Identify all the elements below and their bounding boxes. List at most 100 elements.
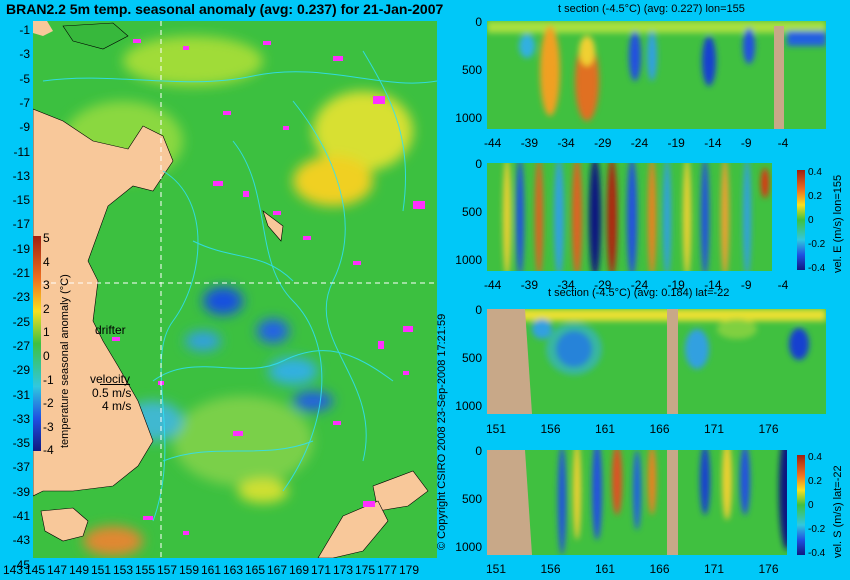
map-lat-tick: -29 (12, 363, 30, 378)
vel-colorbar-tick: 0.2 (808, 191, 822, 202)
map-lon-tick: 161 (201, 563, 222, 577)
depth-tick: 0 (475, 303, 482, 317)
map-lat-tick: -7 (19, 95, 30, 110)
section-lat-tick: -9 (740, 136, 752, 150)
map-lat-tick: -23 (12, 290, 30, 305)
map-lon-tick: 147 (47, 563, 68, 577)
map-heatmap (33, 21, 437, 558)
colorbar-tick: -3 (43, 419, 54, 434)
section-lat-tick: -24 (630, 278, 649, 292)
section-lon-tick: 156 (540, 562, 561, 576)
depth-tick: 500 (461, 351, 482, 365)
map-lon-tick: 173 (333, 563, 354, 577)
panel2-colorbar (797, 170, 805, 270)
vel-colorbar-tick: -0.4 (808, 548, 826, 559)
panel1-heatmap (487, 21, 826, 129)
map-lon-tick: 167 (267, 563, 288, 577)
vel-colorbar-tick: -0.2 (808, 524, 826, 535)
section-lat-tick: -34 (557, 278, 575, 292)
velocity-dir: 4 m/s (102, 399, 132, 413)
colorbar-tick: 1 (43, 325, 50, 340)
colorbar-tick: 0 (43, 349, 50, 363)
vel-colorbar-tick: 0.4 (808, 167, 822, 178)
depth-tick: 1000 (455, 111, 482, 125)
map-lon-tick: 179 (399, 563, 420, 577)
map-lon-tick: 169 (289, 563, 310, 577)
map-colorbar (33, 236, 41, 451)
section-lon-tick: 166 (649, 562, 670, 576)
section-lat-tick: -9 (740, 278, 752, 292)
map-lat-tick: -11 (13, 144, 30, 159)
section-lat-tick: -14 (704, 278, 722, 292)
contours (42, 50, 437, 522)
section-lat-tick: -39 (520, 136, 539, 150)
map-lat-tick: -39 (12, 484, 30, 499)
map-lon-tick: 163 (223, 563, 244, 577)
section-lat-tick: -44 (484, 278, 502, 292)
map-lon-tick: 153 (113, 563, 134, 577)
panel4-label: vel. S (m/s) lat=-22 (832, 465, 844, 558)
drifter-label: drifter (95, 323, 126, 337)
depth-tick: 500 (461, 492, 482, 506)
map-lon-tick: 145 (25, 563, 46, 577)
depth-tick: 1000 (455, 253, 482, 267)
map-lon-tick: 171 (311, 563, 332, 577)
map-lat-tick: -17 (12, 217, 30, 232)
colorbar-tick: 3 (43, 278, 50, 293)
colorbar-tick: 5 (43, 231, 50, 245)
panel2-label: vel. E (m/s) lon=155 (832, 174, 844, 273)
map-lon-tick: 157 (157, 563, 178, 577)
section-lon-tick: 161 (595, 422, 616, 436)
copyright: © Copyright CSIRO 2008 23-Sep-2008 17:21… (436, 313, 448, 550)
section-lat-tick: -39 (520, 278, 539, 292)
section-lon-tick: 171 (704, 562, 725, 576)
panel2-heatmap (487, 163, 772, 271)
vel-colorbar-tick: -0.4 (808, 263, 826, 274)
section-lon-tick: 176 (758, 422, 779, 436)
vel-colorbar-tick: -0.2 (808, 239, 826, 250)
section-lon-tick: 156 (540, 422, 561, 436)
map-lat-tick: -27 (12, 338, 30, 353)
map-lon-tick: 159 (179, 563, 200, 577)
map-lat-tick: -21 (12, 266, 30, 280)
vel-colorbar-tick: 0 (808, 500, 814, 511)
section-lon-tick: 166 (649, 422, 670, 436)
depth-tick: 0 (475, 15, 482, 29)
depth-tick: 0 (475, 444, 482, 458)
map-lat-tick: -45 (12, 557, 30, 572)
panel4-colorbar (797, 455, 805, 555)
map-lat-tick: -19 (12, 241, 30, 256)
section-lon-tick: 171 (704, 422, 725, 436)
velocity-speed: 0.5 m/s (92, 386, 132, 400)
section-lat-tick: -34 (557, 136, 575, 150)
vel-colorbar-tick: 0.4 (808, 452, 822, 463)
map-lon-tick: 175 (355, 563, 376, 577)
panel1-title: t section (-4.5°C) (avg: 0.227) lon=155 (558, 3, 745, 15)
land (33, 21, 429, 558)
section-lon-tick: 161 (595, 562, 616, 576)
section-lon-tick: 151 (486, 562, 507, 576)
depth-tick: 0 (475, 157, 482, 171)
panel4-heatmap (487, 450, 787, 555)
map-lat-tick: -5 (19, 71, 30, 86)
map-title: BRAN2.2 5m temp. seasonal anomaly (avg: … (6, 1, 444, 17)
map-lat-tick: -43 (12, 533, 30, 548)
map-lat-tick: -41 (12, 509, 30, 523)
map-lat-tick: -3 (19, 47, 30, 62)
colorbar-label: temperature seasonal anomaly (°C) (59, 274, 71, 448)
section-lat-tick: -14 (704, 136, 722, 150)
depth-tick: 1000 (455, 399, 482, 413)
colorbar-tick: -1 (43, 372, 54, 387)
map-lat-tick: -37 (12, 460, 30, 475)
map-lat-tick: -25 (12, 314, 30, 329)
map-lat-tick: -13 (12, 168, 30, 183)
colorbar-tick: -2 (43, 396, 54, 411)
section-lat-tick: -44 (484, 136, 502, 150)
drifter-legend-mark (112, 337, 120, 341)
colorbar-tick: -4 (43, 443, 54, 458)
vel-colorbar-tick: 0.2 (808, 476, 822, 487)
colorbar-tick: 4 (43, 254, 50, 269)
map-lon-tick: 165 (245, 563, 266, 577)
map-lat-tick: -31 (12, 387, 30, 402)
section-lat-tick: -24 (630, 136, 649, 150)
